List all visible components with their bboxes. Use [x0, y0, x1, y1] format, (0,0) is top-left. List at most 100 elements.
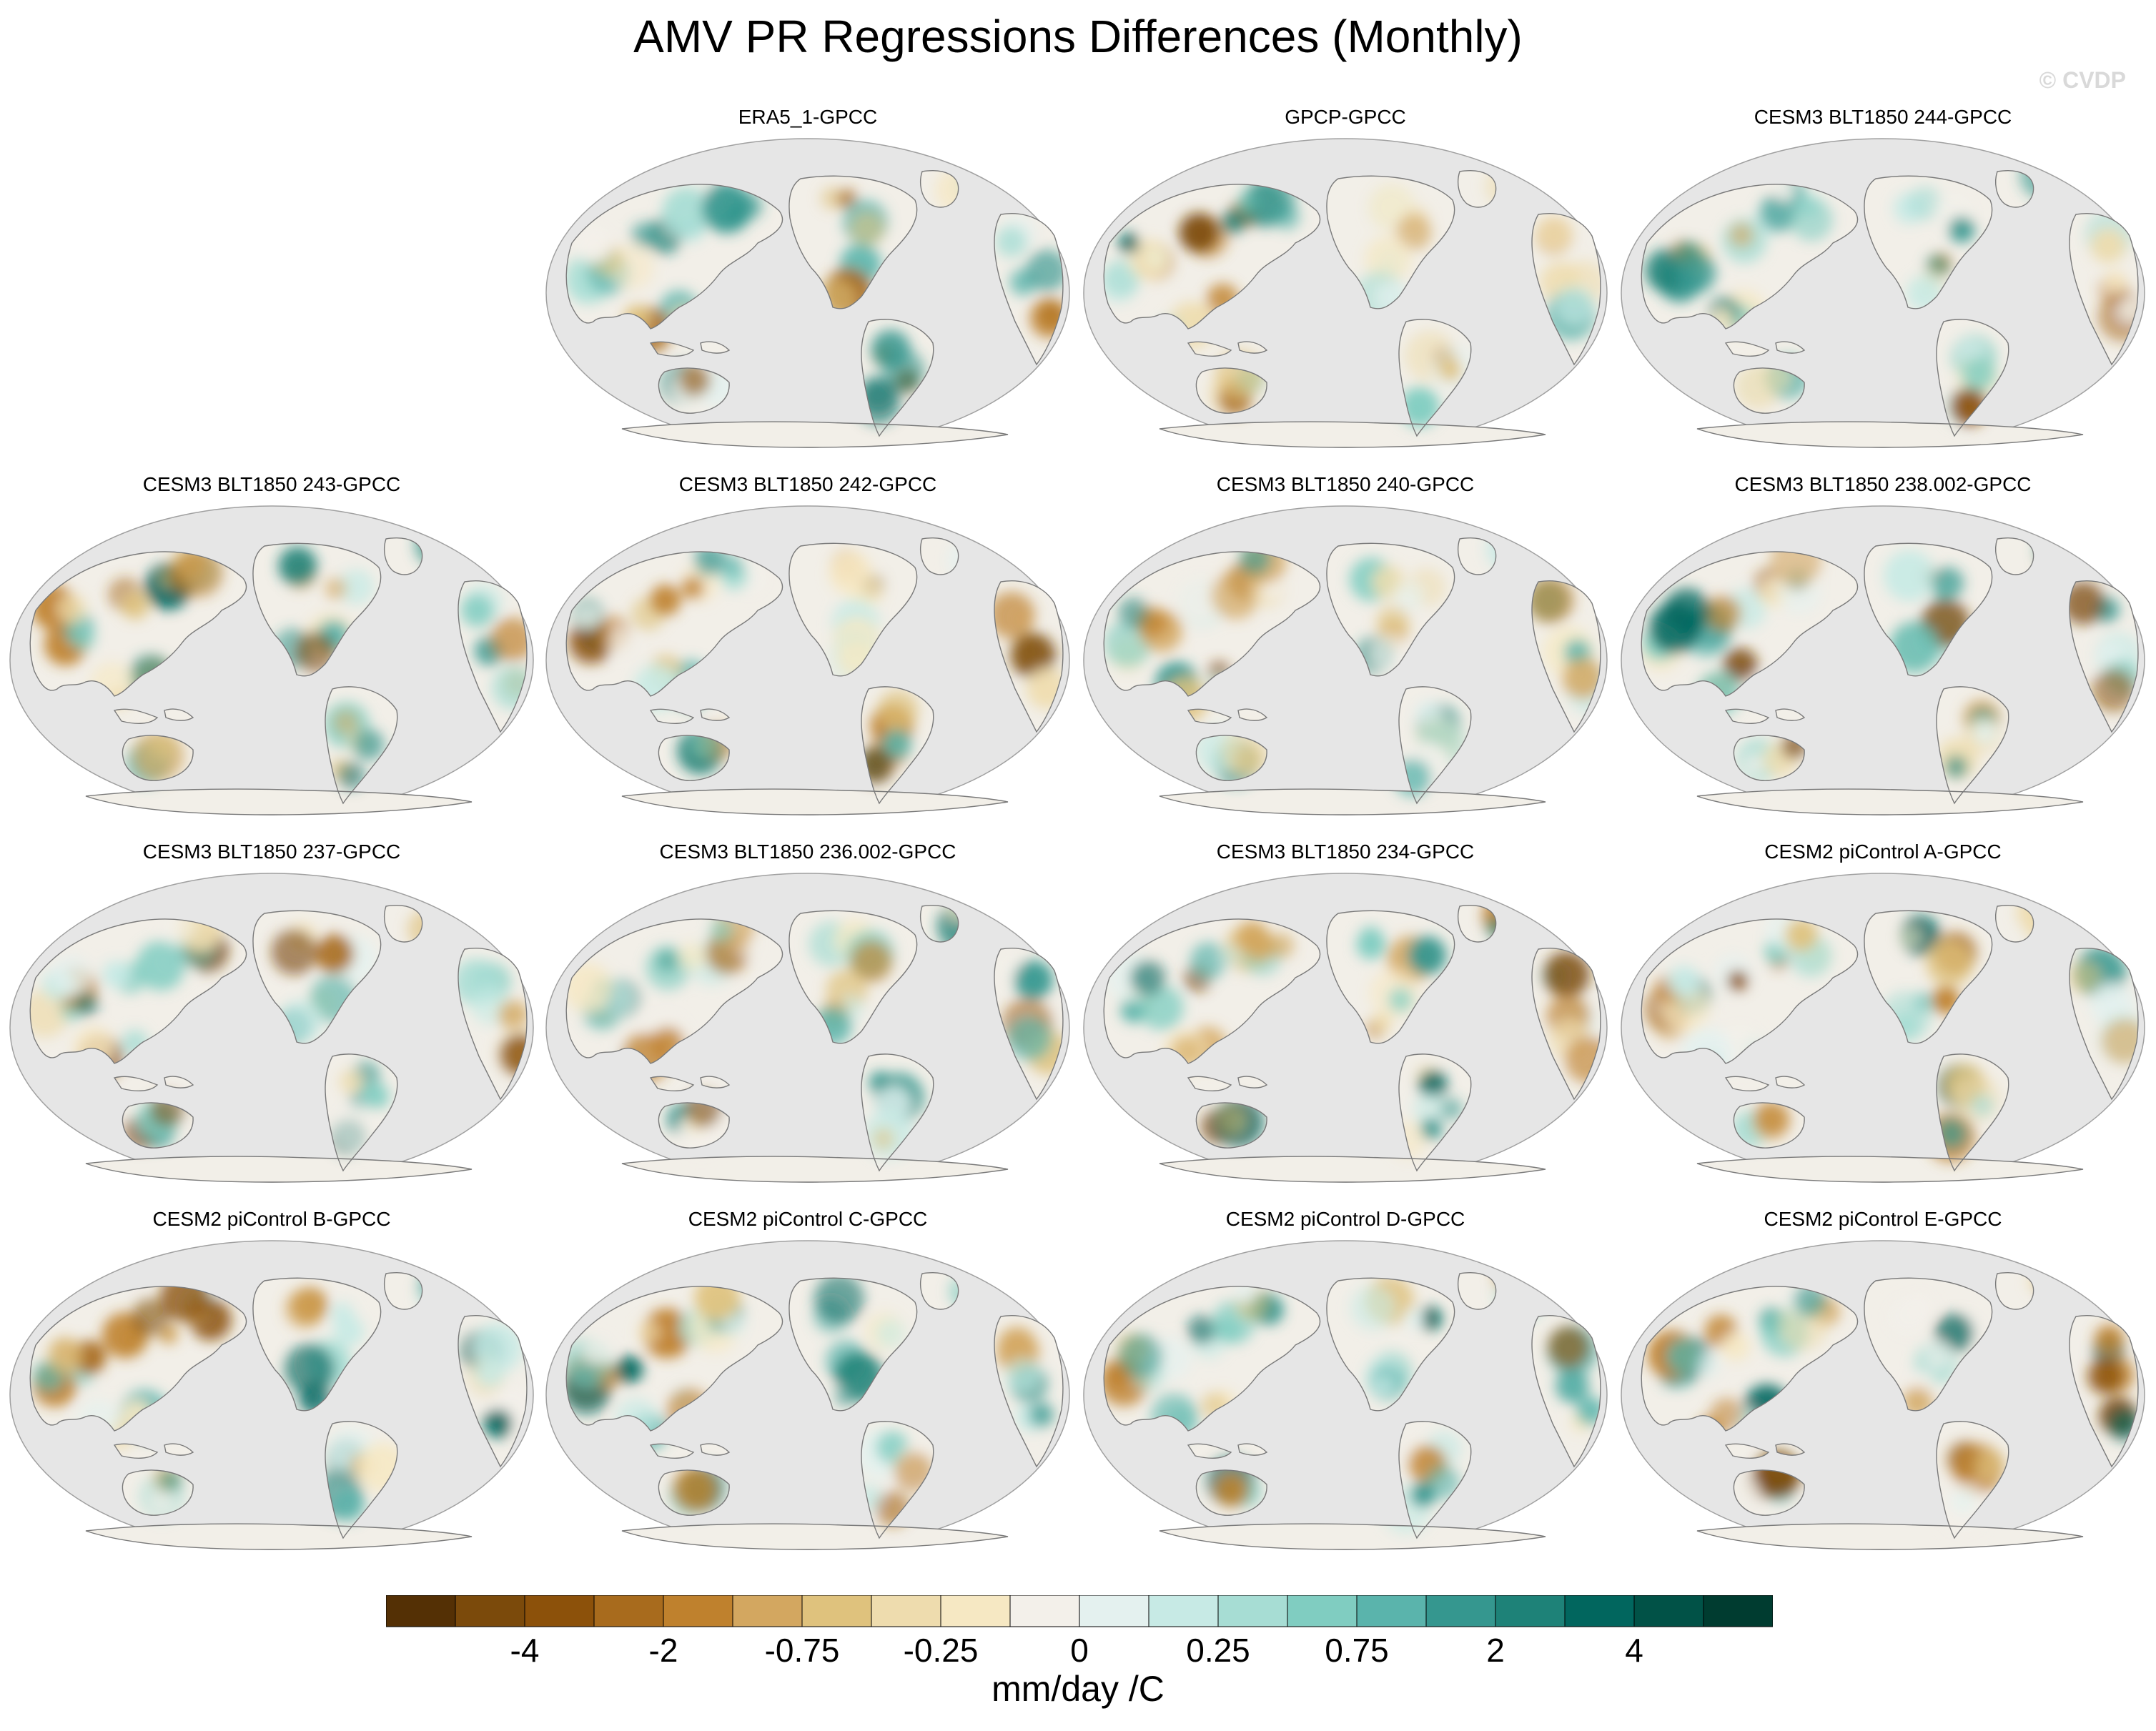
coastline: [1531, 213, 1601, 366]
coastline: [788, 542, 918, 677]
coastline: [920, 537, 959, 575]
world-map: [9, 873, 534, 1183]
coastline: [1458, 537, 1497, 575]
coastline: [1995, 1272, 2034, 1310]
map-panel: CESM3 BLT1850 237-GPCC: [7, 840, 536, 1184]
coastline: [1724, 341, 1770, 357]
coastline: [700, 708, 731, 721]
coastline: [164, 708, 194, 721]
world-map: [545, 505, 1070, 815]
coastline: [1864, 1277, 1993, 1412]
coastline: [1936, 1053, 2009, 1172]
panel-title: GPCP-GPCC: [1285, 106, 1406, 128]
coastline: [252, 542, 382, 677]
coastline: [1237, 341, 1268, 354]
coastline: [1187, 1076, 1232, 1091]
coastline: [1159, 788, 1546, 815]
coastline: [649, 341, 695, 357]
coastline: [1103, 551, 1321, 697]
colorbar-swatch: [801, 1595, 872, 1627]
coastline: [122, 735, 194, 781]
colorbar-swatch: [1495, 1595, 1566, 1627]
coastline: [621, 421, 1009, 448]
colorbar-swatch: [1287, 1595, 1358, 1627]
coastline: [565, 1286, 783, 1432]
panel-title: CESM3 BLT1850 236.002-GPCC: [659, 840, 956, 863]
panel-title: CESM3 BLT1850 234-GPCC: [1216, 840, 1475, 863]
coastline: [1733, 1469, 1805, 1516]
coastline: [994, 580, 1064, 733]
colorbar-tick-label: 0.25: [1186, 1632, 1250, 1669]
colorbar: [386, 1595, 1773, 1627]
coastline: [1326, 175, 1455, 309]
coastline: [788, 175, 918, 309]
map-panel: CESM2 piControl D-GPCC: [1081, 1208, 1610, 1551]
coastline: [1159, 1156, 1546, 1183]
panel-title: CESM3 BLT1850 243-GPCC: [142, 473, 401, 495]
world-map: [1083, 873, 1608, 1183]
map-panel: CESM3 BLT1850 234-GPCC: [1081, 840, 1610, 1184]
colorbar-tick-label: -0.25: [903, 1632, 979, 1669]
coastline: [2069, 580, 2139, 733]
coastline: [29, 551, 247, 697]
coastline: [1326, 1277, 1455, 1412]
world-map: [9, 1240, 534, 1550]
cvdp-watermark: © CVDP: [2039, 67, 2126, 93]
map-panel: CESM3 BLT1850 238.002-GPCC: [1618, 473, 2147, 816]
colorbar-swatch: [1633, 1595, 1704, 1627]
coastline: [1995, 170, 2034, 208]
coastline: [1864, 175, 1993, 309]
map-panel: CESM3 BLT1850 240-GPCC: [1081, 473, 1610, 816]
coastline: [861, 686, 934, 805]
coastline: [1237, 1443, 1268, 1456]
coastline: [700, 341, 731, 354]
coastline: [565, 918, 783, 1064]
panel-title: CESM2 piControl A-GPCC: [1764, 840, 2002, 863]
coastline: [1103, 184, 1321, 329]
coastline: [113, 1076, 159, 1091]
coastline: [325, 1053, 398, 1172]
coastline: [649, 1443, 695, 1459]
coastline: [1159, 421, 1546, 448]
world-map: [1621, 873, 2145, 1183]
coastline: [994, 1315, 1064, 1468]
coastline: [1458, 1272, 1497, 1310]
coastline: [1696, 788, 2084, 815]
panel-title: CESM3 BLT1850 240-GPCC: [1216, 473, 1475, 495]
coastline: [649, 1076, 695, 1091]
colorbar-swatch: [732, 1595, 803, 1627]
coastline: [164, 1443, 194, 1456]
coastline: [1398, 319, 1472, 437]
coastline: [1775, 341, 1806, 354]
coastline: [1103, 1286, 1321, 1432]
map-panel: CESM2 piControl A-GPCC: [1618, 840, 2147, 1184]
map-panel: CESM2 piControl B-GPCC: [7, 1208, 536, 1551]
coastline: [621, 1523, 1009, 1550]
coastline: [1398, 1421, 1472, 1539]
coastline: [920, 905, 959, 943]
colorbar-swatch: [663, 1595, 733, 1627]
world-map: [1621, 1240, 2145, 1550]
coastline: [658, 1102, 730, 1149]
coastline: [85, 1156, 473, 1183]
coastline: [1733, 735, 1805, 781]
coastline: [384, 1272, 423, 1310]
coastline: [1531, 580, 1601, 733]
coastline: [1326, 542, 1455, 677]
coastline: [994, 213, 1064, 366]
panel-title: CESM2 piControl D-GPCC: [1225, 1208, 1465, 1230]
coastline: [565, 551, 783, 697]
colorbar-swatch: [386, 1595, 456, 1627]
colorbar-swatch: [593, 1595, 664, 1627]
coastline: [384, 537, 423, 575]
coastline: [658, 367, 730, 414]
coastline: [1936, 319, 2009, 437]
colorbar-swatch: [524, 1595, 595, 1627]
coastline: [325, 686, 398, 805]
panel-title: CESM3 BLT1850 238.002-GPCC: [1734, 473, 2032, 495]
colorbar-tick-label: 0.75: [1325, 1632, 1389, 1669]
coastline: [1864, 910, 1993, 1044]
coastline: [920, 170, 959, 208]
map-panel: CESM2 piControl E-GPCC: [1618, 1208, 2147, 1551]
colorbar-swatch: [1217, 1595, 1288, 1627]
